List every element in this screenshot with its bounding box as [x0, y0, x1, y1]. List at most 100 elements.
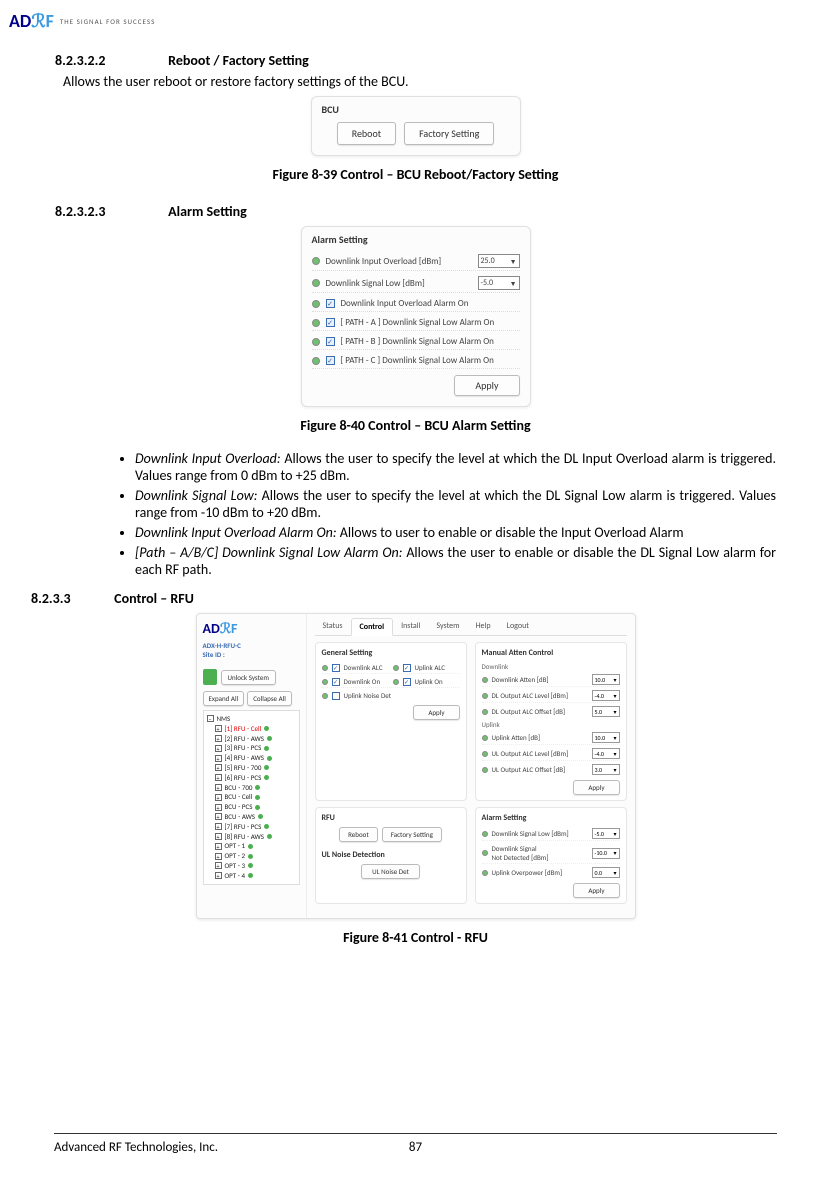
tree-item[interactable]: +BCU - Cell — [207, 792, 296, 802]
apply-button[interactable]: Apply — [454, 375, 519, 396]
reboot-button[interactable]: Reboot — [339, 827, 378, 842]
expand-icon[interactable]: + — [215, 862, 222, 869]
apply-button[interactable]: Apply — [573, 780, 619, 795]
lock-icon — [203, 669, 217, 685]
doc-header: ADℛF THE SIGNAL FOR SUCCESS — [5, 10, 826, 32]
factory-setting-button[interactable]: Factory Setting — [382, 827, 442, 842]
tab-logout[interactable]: Logout — [499, 618, 537, 635]
expand-icon[interactable]: + — [215, 745, 222, 752]
collapse-icon[interactable]: − — [207, 715, 214, 722]
und-title: UL Noise Detection — [322, 850, 460, 860]
ul-noise-det-button[interactable]: UL Noise Det — [361, 864, 420, 879]
dl-siglow-val: -5.0 — [481, 278, 494, 288]
expand-icon[interactable]: + — [215, 833, 222, 840]
tree-item[interactable]: +OPT - 2 — [207, 851, 296, 861]
expand-icon[interactable]: + — [215, 853, 222, 860]
expand-icon[interactable]: + — [215, 804, 222, 811]
expand-icon[interactable]: + — [215, 872, 222, 879]
led-icon — [312, 300, 320, 308]
as-select[interactable]: -5.0▾ — [592, 828, 620, 839]
gs-label: Downlink ALC — [344, 663, 389, 672]
factory-setting-button[interactable]: Factory Setting — [404, 122, 494, 145]
chevron-down-icon: ▾ — [613, 734, 616, 742]
expand-icon[interactable]: + — [215, 813, 222, 820]
checkbox[interactable]: ✓ — [332, 678, 340, 686]
expand-icon[interactable]: + — [215, 823, 222, 830]
unlock-button[interactable]: Unlock System — [221, 670, 276, 685]
tab-status[interactable]: Status — [315, 618, 351, 635]
dl-overload-select[interactable]: 25.0▼ — [478, 254, 520, 268]
mac-select[interactable]: 10.0▾ — [592, 732, 620, 743]
tree-root[interactable]: NMS — [217, 714, 231, 724]
heading-title-2: Alarm Setting — [168, 203, 247, 220]
mac-select[interactable]: 3.0▾ — [592, 764, 620, 775]
checkbox-path-b[interactable]: ✓ — [326, 337, 335, 346]
expand-icon[interactable]: + — [215, 794, 222, 801]
expand-icon[interactable]: + — [215, 774, 222, 781]
tree-item[interactable]: +[8] RFU - AWS — [207, 832, 296, 842]
tree-item[interactable]: +OPT - 4 — [207, 871, 296, 881]
tree-label: [3] RFU - PCS — [225, 743, 262, 753]
tree-item[interactable]: +[2] RFU - AWS — [207, 734, 296, 744]
as-select[interactable]: -10.0▾ — [592, 848, 620, 859]
alarm-panel: Alarm Setting Downlink Input Overload [d… — [301, 226, 531, 407]
expand-icon[interactable]: + — [215, 725, 222, 732]
tab-install[interactable]: Install — [393, 618, 428, 635]
checkbox-path-c[interactable]: ✓ — [326, 356, 335, 365]
as-select[interactable]: 0.0▾ — [592, 867, 620, 878]
mac-title: Manual Atten Control — [482, 648, 620, 658]
apply-button[interactable]: Apply — [573, 883, 619, 898]
tree-label: [5] RFU - 700 — [225, 763, 262, 773]
expand-icon[interactable]: + — [215, 843, 222, 850]
bcu-panel: BCU Reboot Factory Setting — [311, 96, 521, 156]
tree-label: OPT - 4 — [225, 871, 246, 881]
checkbox-overload[interactable]: ✓ — [326, 299, 335, 308]
note-text: Allows to user to enable or disable the … — [340, 524, 684, 541]
tree-item[interactable]: +[5] RFU - 700 — [207, 763, 296, 773]
heading-num: 8.2.3.2.2 — [55, 52, 165, 69]
checkbox[interactable]: ✓ — [403, 678, 411, 686]
expand-icon[interactable]: + — [215, 735, 222, 742]
checkbox-path-a[interactable]: ✓ — [326, 318, 335, 327]
as-val: -10.0 — [595, 849, 607, 857]
expand-icon[interactable]: + — [215, 784, 222, 791]
mac-select[interactable]: 10.0▾ — [592, 674, 620, 685]
checkbox[interactable] — [332, 692, 340, 700]
tree-item[interactable]: +BCU - 700 — [207, 783, 296, 793]
checkbox[interactable]: ✓ — [403, 664, 411, 672]
chk-label: [ PATH - B ] Downlink Signal Low Alarm O… — [341, 336, 494, 347]
tree-item[interactable]: +[3] RFU - PCS — [207, 743, 296, 753]
mac-select[interactable]: 5.0▾ — [592, 706, 620, 717]
tab-help[interactable]: Help — [468, 618, 499, 635]
expand-icon[interactable]: + — [215, 755, 222, 762]
mac-ul: Uplink — [482, 720, 620, 729]
dl-siglow-label: Downlink Signal Low [dBm] — [326, 278, 472, 289]
expand-icon[interactable]: + — [215, 764, 222, 771]
status-dot-icon — [255, 795, 260, 800]
checkbox[interactable]: ✓ — [332, 664, 340, 672]
note-term: Downlink Signal Low: — [135, 487, 262, 504]
tree-item[interactable]: +[7] RFU - PCS — [207, 822, 296, 832]
tree-label: [6] RFU - PCS — [225, 773, 262, 783]
apply-button[interactable]: Apply — [413, 705, 459, 720]
led-icon — [393, 665, 399, 671]
tree-item[interactable]: +[6] RFU - PCS — [207, 773, 296, 783]
tree-item[interactable]: +[4] RFU - AWS — [207, 753, 296, 763]
collapse-all-button[interactable]: Collapse All — [247, 691, 292, 706]
tree-label: BCU - 700 — [225, 783, 253, 793]
mac-select[interactable]: -4.0▾ — [592, 690, 620, 701]
reboot-button[interactable]: Reboot — [337, 122, 396, 145]
tab-control[interactable]: Control — [351, 618, 394, 636]
tree-item[interactable]: +[1] RFU - Cell — [207, 724, 296, 734]
mac-dl: Downlink — [482, 662, 620, 671]
dl-siglow-select[interactable]: -5.0▼ — [478, 276, 520, 290]
status-dot-icon — [248, 863, 253, 868]
tab-system[interactable]: System — [428, 618, 467, 635]
tree-item[interactable]: +OPT - 1 — [207, 841, 296, 851]
tree-item[interactable]: +BCU - AWS — [207, 812, 296, 822]
tree-item[interactable]: +OPT - 3 — [207, 861, 296, 871]
note-term: [Path – A/B/C] Downlink Signal Low Alarm… — [135, 544, 406, 561]
mac-select[interactable]: -4.0▾ — [592, 748, 620, 759]
expand-all-button[interactable]: Expand All — [203, 691, 245, 706]
tree-item[interactable]: +BCU - PCS — [207, 802, 296, 812]
